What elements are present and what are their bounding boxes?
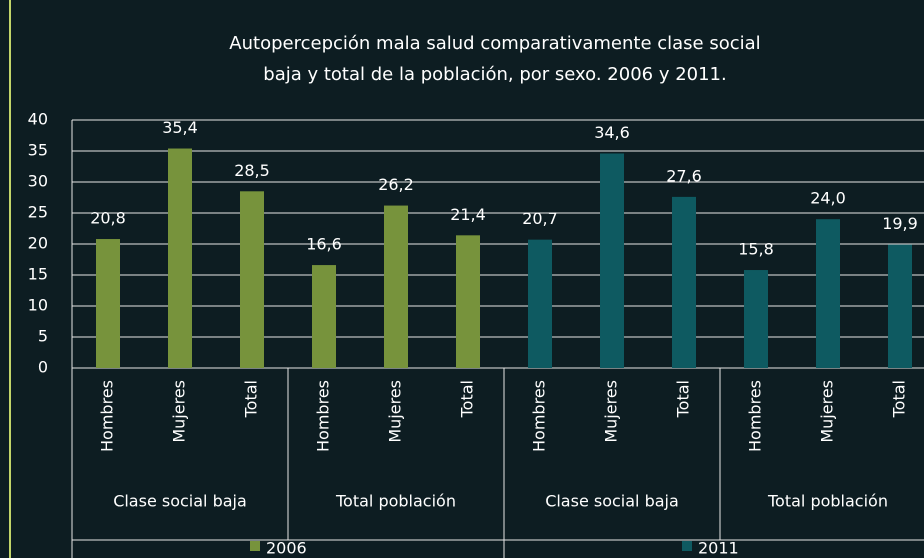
bar <box>312 265 336 368</box>
bar <box>384 205 408 368</box>
value-label: 20,8 <box>90 209 126 228</box>
value-label: 20,7 <box>522 209 558 228</box>
value-label: 16,6 <box>306 235 342 254</box>
bar <box>600 153 624 368</box>
x-tick-label: Hombres <box>98 380 117 452</box>
bar <box>168 148 192 368</box>
x-tick-label: Total <box>242 380 261 418</box>
bar <box>744 270 768 368</box>
bar <box>240 191 264 368</box>
group-label: Total población <box>335 492 456 511</box>
x-tick-label: Mujeres <box>818 380 837 443</box>
x-tick-label: Hombres <box>314 380 333 452</box>
value-label: 28,5 <box>234 161 270 180</box>
value-label: 24,0 <box>810 189 846 208</box>
value-label: 26,2 <box>378 175 414 194</box>
legend-swatch <box>250 541 260 551</box>
x-tick-label: Total <box>674 380 693 418</box>
bar <box>528 239 552 368</box>
value-label: 21,4 <box>450 205 486 224</box>
y-tick-label: 0 <box>38 358 48 377</box>
bar <box>672 196 696 368</box>
value-label: 15,8 <box>738 240 774 259</box>
x-tick-label: Mujeres <box>386 380 405 443</box>
x-tick-label: Total <box>890 380 909 418</box>
legend-swatch <box>682 541 692 551</box>
y-tick-label: 35 <box>28 141 48 160</box>
group-label: Clase social baja <box>113 492 247 511</box>
x-tick-label: Total <box>458 380 477 418</box>
value-label: 34,6 <box>594 123 630 142</box>
value-label: 35,4 <box>162 118 198 137</box>
y-tick-label: 20 <box>28 234 48 253</box>
y-tick-label: 5 <box>38 327 48 346</box>
y-tick-label: 15 <box>28 265 48 284</box>
value-label: 19,9 <box>882 214 918 233</box>
y-tick-label: 10 <box>28 296 48 315</box>
x-tick-label: Hombres <box>530 380 549 452</box>
legend-label: 2011 <box>698 539 739 558</box>
bar <box>456 235 480 368</box>
y-tick-label: 30 <box>28 172 48 191</box>
bar <box>96 239 120 368</box>
x-tick-label: Mujeres <box>170 380 189 443</box>
chart-title: Autopercepción mala salud comparativamen… <box>229 33 761 85</box>
y-tick-label: 40 <box>28 110 48 129</box>
x-tick-label: Hombres <box>746 380 765 452</box>
group-label: Total población <box>767 492 888 511</box>
value-label: 27,6 <box>666 166 702 185</box>
legend-label: 2006 <box>266 539 307 558</box>
group-label: Clase social baja <box>545 492 679 511</box>
y-tick-label: 25 <box>28 203 48 222</box>
bar <box>888 244 912 368</box>
bar <box>816 219 840 368</box>
x-tick-label: Mujeres <box>602 380 621 443</box>
